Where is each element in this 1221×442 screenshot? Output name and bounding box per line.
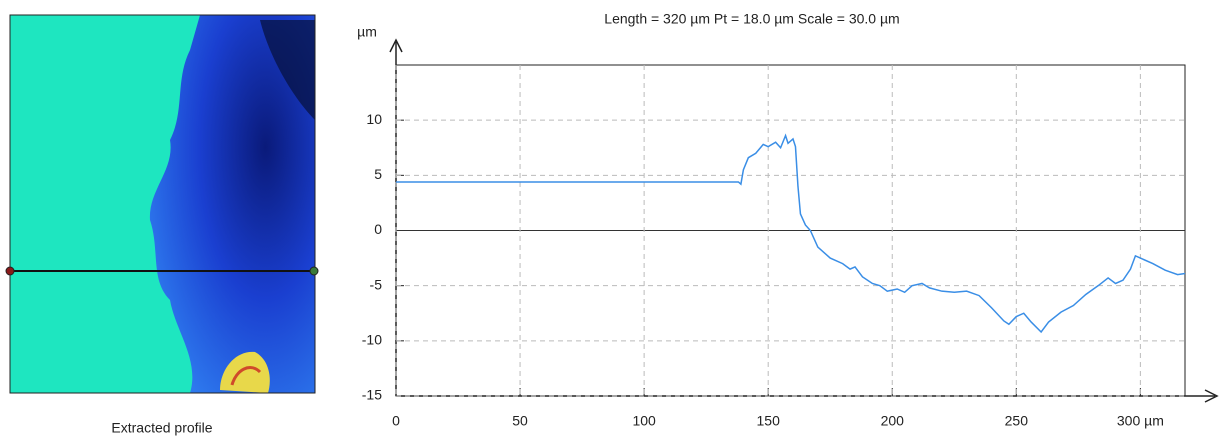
caption: Extracted profile: [111, 420, 212, 436]
height-map: [5, 14, 319, 394]
y-tick-label: 0: [374, 221, 382, 237]
chart-title: Length = 320 µm Pt = 18.0 µm Scale = 30.…: [604, 11, 899, 27]
y-unit: µm: [357, 24, 377, 40]
x-arrow: [1204, 389, 1219, 403]
y-arrow: [389, 38, 403, 53]
y-tick-label: -10: [362, 332, 382, 348]
x-tick-label: 100: [632, 413, 656, 429]
profile-line: [396, 133, 1186, 334]
x-tick-label: 50: [512, 413, 528, 429]
y-tick-label: -5: [370, 276, 383, 292]
x-tick-label: 250: [1005, 413, 1029, 429]
x-tick-label: 200: [881, 413, 905, 429]
y-tick-label: 5: [374, 166, 382, 182]
y-tick-label: -15: [362, 387, 382, 403]
y-tick-label: 10: [366, 111, 382, 127]
x-tick-label: 300 µm: [1117, 413, 1164, 429]
x-tick-label: 150: [757, 413, 781, 429]
x-tick-label: 0: [392, 413, 400, 429]
